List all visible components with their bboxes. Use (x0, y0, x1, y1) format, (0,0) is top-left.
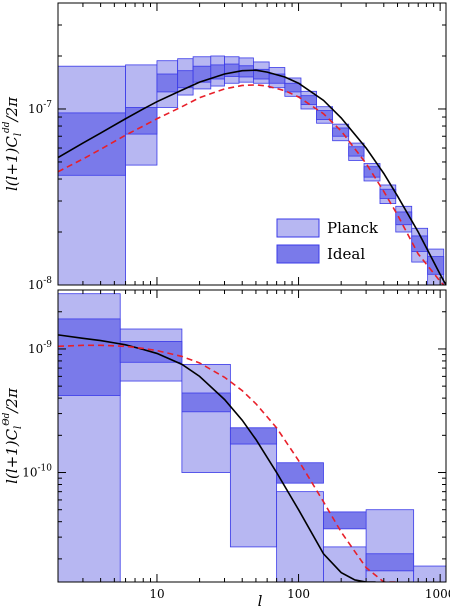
top-ideal-box (411, 235, 429, 252)
bottom-panel-theta-d: 10-10 10-9 10 100 1000 l(l+1)ClΘd/2π (2, 289, 450, 601)
bottom-frame (57, 289, 447, 583)
top-ideal-box (125, 107, 158, 135)
legend-planck-swatch (276, 218, 320, 238)
bottom-ideal-box (58, 318, 121, 396)
top-dashed-curve (58, 84, 445, 285)
legend: Planck Ideal (276, 218, 379, 264)
bottom-y-tick-label: 10-10 (22, 464, 52, 480)
bottom-planck-box (276, 491, 324, 582)
top-ideal-box (156, 73, 179, 93)
top-ideal-box (58, 112, 126, 176)
top-panel-dd: 10-8 10-7l(l+1)Cldd/2π (2, 2, 447, 292)
top-frame (57, 2, 447, 286)
bottom-solid-curve (58, 334, 376, 582)
top-ideal-box (284, 82, 302, 93)
legend-ideal-label: Ideal (327, 245, 365, 263)
top-y-tick-label: 10-8 (28, 276, 52, 292)
bottom-planck-box (181, 363, 231, 473)
bottom-ideal-box (276, 462, 324, 484)
top-y-axis-label: l(l+1)Cldd/2π (2, 96, 24, 191)
legend-ideal-swatch (276, 244, 320, 264)
bottom-ideal-box (365, 553, 415, 572)
top-ideal-box (395, 211, 413, 226)
top-ideal-box (332, 127, 350, 137)
top-plot-area (58, 55, 446, 285)
bottom-x-tick-label: 1000 (425, 587, 450, 601)
bottom-y-tick-label: 10-9 (28, 340, 52, 356)
top-y-tick-label: 10-7 (28, 100, 52, 116)
bottom-dashed-curve (58, 344, 398, 582)
bottom-planck-box (229, 427, 278, 548)
bottom-x-tick-label: 10 (149, 587, 164, 601)
bottom-ideal-box (323, 511, 367, 530)
bottom-plot-area (58, 293, 446, 582)
top-ideal-box (224, 63, 240, 77)
legend-planck-label: Planck (327, 219, 379, 237)
x-axis-label: l (258, 592, 263, 610)
bottom-y-axis-label: l(l+1)ClΘd/2π (2, 387, 24, 484)
bottom-planck-box (323, 546, 367, 582)
top-ideal-box (363, 166, 381, 178)
bottom-x-tick-label: 100 (287, 587, 310, 601)
top-ideal-box (177, 70, 194, 89)
top-solid-curve (58, 69, 446, 285)
bottom-ideal-box (181, 392, 231, 413)
